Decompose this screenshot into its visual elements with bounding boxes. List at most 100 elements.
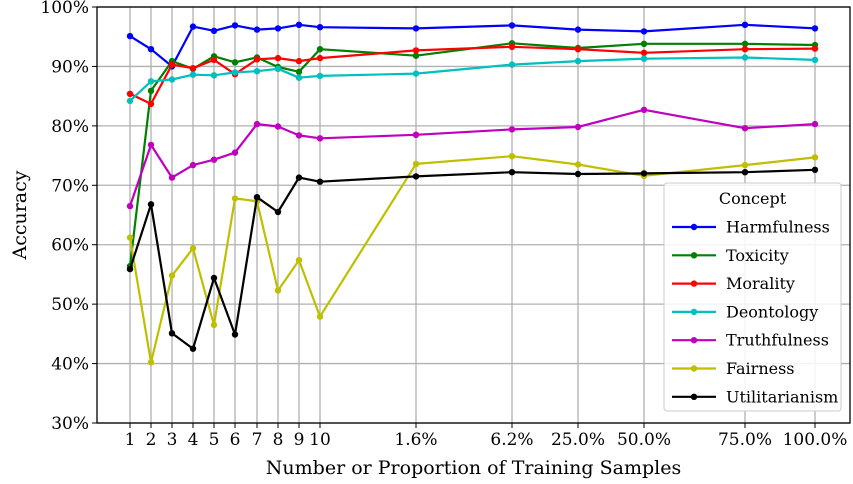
harmfulness-point (316, 24, 324, 31)
x-tick-label: 6 (230, 430, 241, 450)
truthfulness-point (231, 149, 239, 156)
harmfulness-point (640, 28, 648, 35)
toxicity-point (231, 59, 239, 66)
toxicity-point (295, 68, 303, 76)
morality-point (811, 45, 819, 52)
toxicity-point (147, 87, 155, 95)
y-tick-label: 40% (51, 355, 89, 375)
y-axis-label: Accuracy (9, 170, 31, 260)
fairness-line (128, 155, 816, 364)
axis-ticks: 30% 40% 50% 60% 70% 80% 90% 100% 1 2 3 4 5 6 7 8 9 10 1.6%… (40, 0, 847, 450)
harmfulness-point (126, 32, 134, 40)
harmfulness-point (189, 23, 197, 30)
fairness-point (168, 272, 176, 279)
legend-box (663, 182, 842, 412)
fairness-point (412, 160, 420, 168)
deontology-point (741, 54, 749, 61)
legend-label: Toxicity (726, 246, 789, 265)
legend-label: Utilitarianism (726, 387, 838, 406)
utilitarianism-line (128, 168, 816, 350)
utilitarianism-point (126, 265, 134, 273)
legend-item-morality: Morality (672, 274, 795, 293)
harmfulness-point (412, 25, 420, 32)
truthfulness-point (168, 174, 176, 181)
morality-point (295, 57, 303, 65)
fairness-point (126, 234, 134, 241)
utilitarianism-point (147, 201, 155, 208)
y-tick-label: 80% (51, 117, 89, 137)
toxicity-point (640, 40, 648, 47)
fairness-point (210, 321, 218, 329)
utilitarianism-point (508, 169, 516, 176)
legend-swatch-marker (690, 365, 698, 372)
deontology-point (316, 72, 324, 80)
truthfulness-point (412, 131, 420, 138)
fairness-point (508, 153, 516, 160)
harmfulness-point (231, 22, 239, 29)
morality-point (189, 65, 197, 72)
legend-item-toxicity: Toxicity (672, 246, 789, 265)
deontology-point (811, 56, 819, 64)
x-tick-label: 100.0% (783, 430, 848, 450)
x-axis-label: Number or Proportion of Training Samples (266, 457, 681, 479)
truthfulness-point (295, 132, 303, 139)
deontology-point (253, 68, 261, 75)
harmfulness-point (147, 46, 155, 53)
series-utilitarianism (126, 166, 819, 352)
deontology-point (168, 76, 176, 83)
x-tick-label: 10 (309, 430, 331, 450)
series-truthfulness (126, 106, 819, 210)
y-tick-label: 60% (51, 236, 89, 256)
x-tick-label: 25.0% (551, 430, 605, 450)
truthfulness-point (274, 123, 282, 130)
morality-point (147, 100, 155, 108)
toxicity-line (128, 42, 816, 267)
deontology-point (189, 71, 197, 78)
harmfulness-point (210, 27, 218, 34)
morality-point (412, 47, 420, 54)
deontology-point (210, 72, 218, 79)
legend-label: Fairness (726, 359, 795, 378)
utilitarianism-point (316, 178, 324, 185)
x-tick-label: 2 (146, 430, 157, 450)
legend-label: Truthfulness (726, 331, 829, 350)
legend-item-truthfulness: Truthfulness (672, 331, 829, 350)
legend-swatch-marker (690, 393, 698, 400)
x-tick-label: 5 (209, 430, 220, 450)
fairness-point (316, 313, 324, 320)
harmfulness-point (253, 26, 261, 33)
morality-point (168, 61, 176, 68)
truthfulness-point (147, 141, 155, 149)
y-tick-label: 90% (51, 57, 89, 77)
legend-item-fairness: Fairness (672, 359, 795, 378)
harmfulness-point (508, 22, 516, 29)
x-tick-label: 3 (167, 430, 178, 450)
utilitarianism-point (231, 331, 239, 338)
morality-line (129, 45, 816, 106)
legend: Concept Harmfulness Toxicity Morality Deont… (663, 182, 842, 412)
truthfulness-point (741, 125, 749, 132)
series-lines (126, 21, 819, 366)
truthfulness-point (189, 161, 197, 169)
morality-point (574, 46, 582, 53)
utilitarianism-point (574, 170, 582, 178)
deontology-point (147, 78, 155, 85)
series-deontology (126, 54, 819, 105)
legend-item-deontology: Deontology (672, 302, 818, 321)
utilitarianism-point (189, 345, 197, 352)
harmfulness-point (811, 25, 819, 32)
x-tick-label: 50.0% (617, 430, 671, 450)
legend-swatch-marker (690, 280, 698, 287)
utilitarianism-point (640, 170, 648, 177)
deontology-point (295, 74, 303, 81)
legend-swatch-marker (690, 252, 698, 259)
deontology-point (126, 97, 134, 105)
deontology-point (274, 65, 282, 73)
truthfulness-point (316, 135, 324, 142)
legend-label: Harmfulness (726, 218, 830, 237)
morality-point (253, 56, 261, 63)
legend-swatch-marker (690, 308, 698, 316)
truthfulness-point (811, 120, 819, 128)
